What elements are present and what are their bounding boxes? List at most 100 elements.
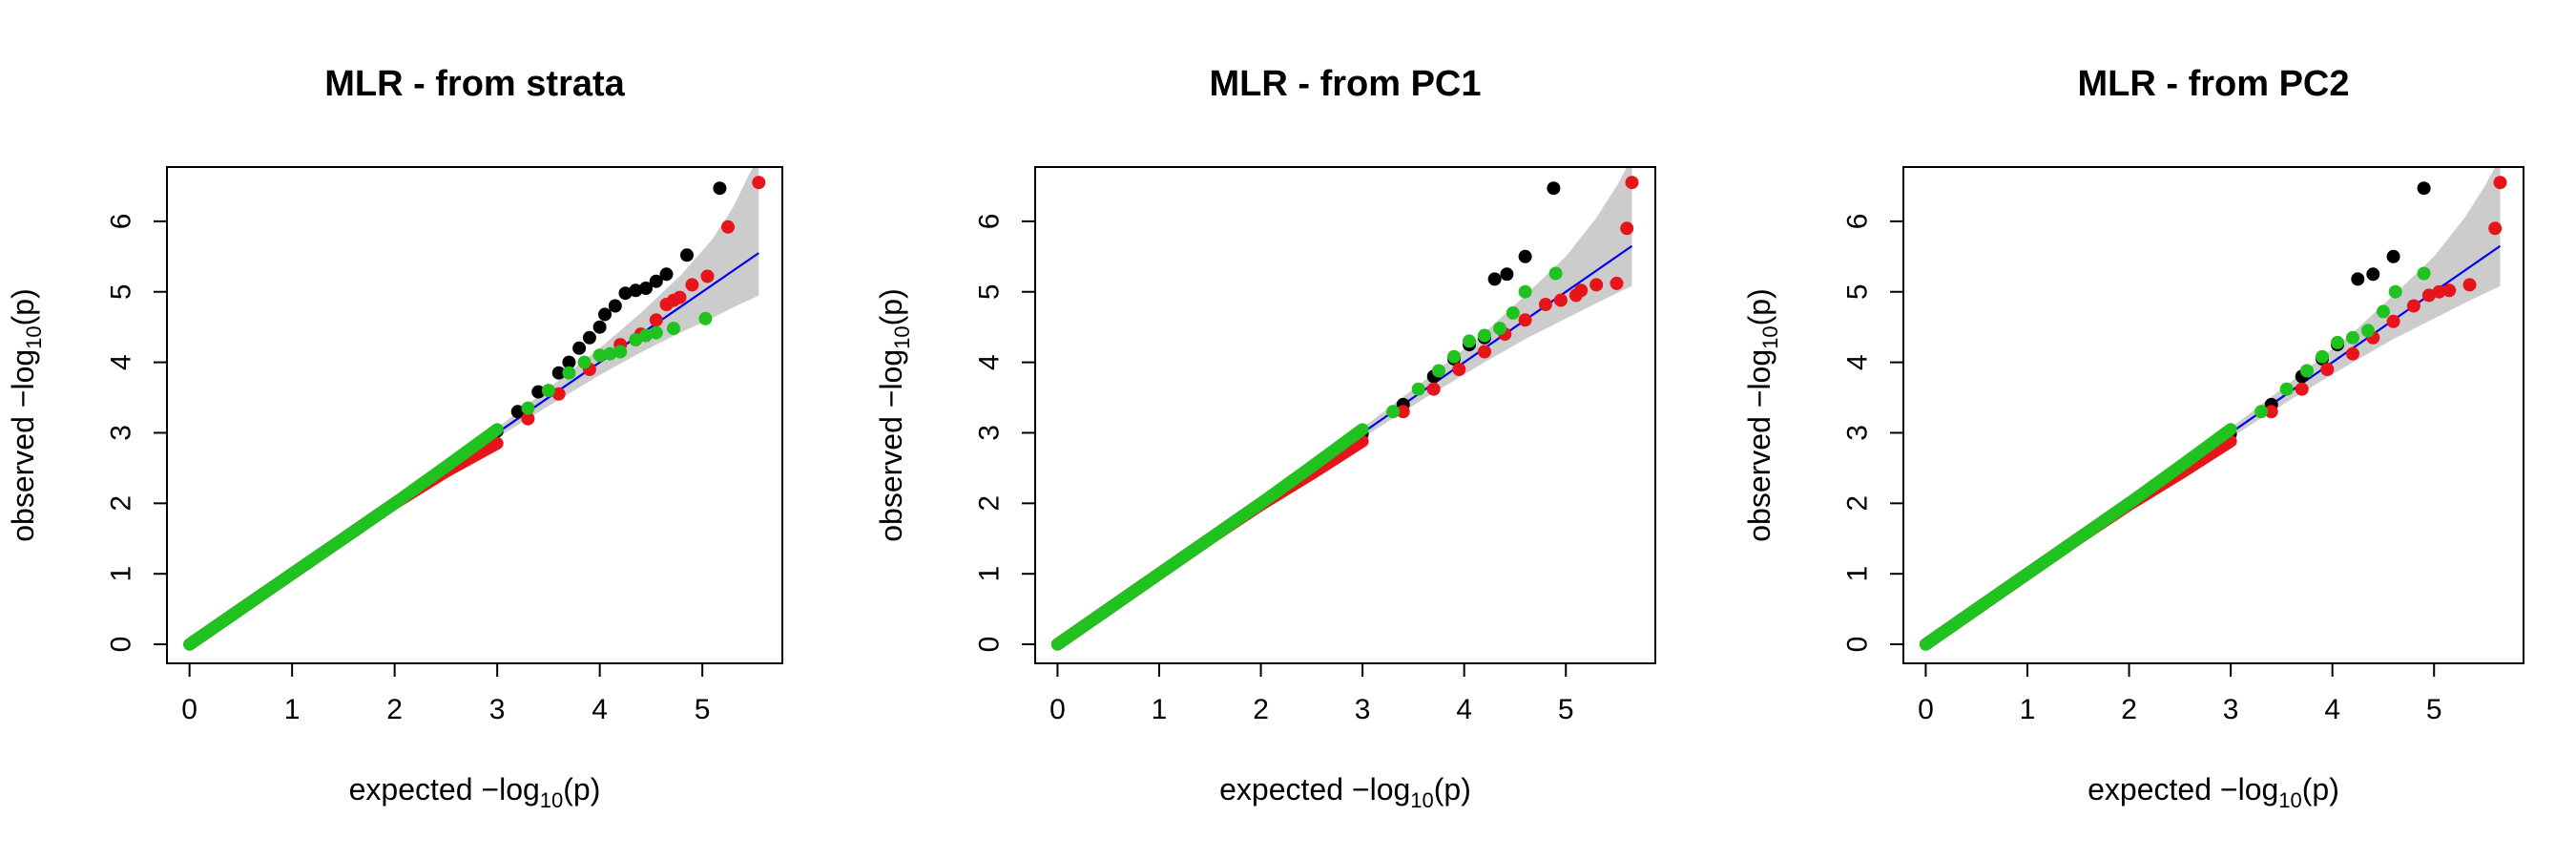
data-point	[2386, 249, 2400, 263]
y-tick-label: 3	[106, 425, 137, 441]
data-point	[1493, 322, 1506, 336]
x-axis: 0 1 2 3 4 5	[181, 662, 710, 725]
data-point	[1518, 313, 1532, 327]
data-point	[2421, 288, 2436, 303]
data-point	[713, 181, 727, 196]
x-tick-label: 1	[2020, 694, 2036, 725]
y-tick-label: 0	[974, 637, 1006, 653]
panel-1: MLR - from strata 0 1 2 3 4 5 0 1 2 3 4 5 6 expected −…	[6, 64, 783, 812]
data-point	[2346, 330, 2359, 345]
data-point	[698, 311, 713, 325]
y-tick-label: 6	[106, 214, 137, 230]
y-axis-label-suffix: (p)	[874, 288, 908, 325]
x-tick-label: 2	[386, 694, 403, 725]
y-axis-label: observed −log10(p)	[874, 288, 914, 542]
data-point	[1463, 334, 1476, 348]
x-tick-label: 1	[284, 694, 301, 725]
series-2	[183, 176, 766, 651]
data-point	[1396, 405, 1410, 419]
data-point	[1620, 221, 1634, 236]
x-tick-label: 5	[1558, 694, 1574, 725]
data-point	[1610, 276, 1624, 290]
x-axis-label-subscript: 10	[2278, 788, 2301, 812]
series-3	[1050, 266, 1563, 651]
data-point	[2488, 221, 2503, 236]
series-3-dense-points	[1919, 423, 2237, 651]
data-point	[1452, 363, 1466, 376]
y-axis-label-main: observed −log	[6, 349, 40, 542]
data-point	[2295, 382, 2309, 396]
data-point	[1548, 266, 1563, 281]
data-point	[1426, 382, 1441, 396]
x-axis-label: expected −log10(p)	[1219, 772, 1471, 812]
y-tick-label: 4	[974, 354, 1006, 370]
data-point	[2346, 346, 2359, 361]
data-point	[2386, 314, 2400, 328]
x-axis-label-suffix: (p)	[2302, 772, 2339, 807]
series-1	[1050, 181, 1561, 651]
panel-3: MLR - from PC2 0 1 2 3 4 5 0 1 2 3 4 5 6 expected −log…	[1742, 64, 2524, 812]
data-point	[1411, 382, 1425, 396]
data-point	[2406, 299, 2420, 313]
y-tick-label: 2	[106, 495, 137, 512]
data-point	[2331, 335, 2344, 349]
data-point	[2300, 364, 2314, 378]
data-point	[649, 274, 663, 288]
x-tick-label: 2	[2121, 694, 2137, 725]
data-point	[1432, 364, 1445, 378]
x-axis-label-subscript: 10	[1410, 788, 1433, 812]
data-point	[531, 385, 546, 399]
data-point	[2254, 405, 2269, 419]
y-tick-label: 2	[1842, 495, 1874, 512]
data-point	[639, 282, 653, 295]
y-tick-label: 0	[1842, 637, 1874, 653]
data-point	[2442, 283, 2457, 298]
data-point	[700, 269, 715, 283]
x-tick-label: 0	[1049, 694, 1066, 725]
data-point	[521, 411, 535, 426]
x-axis-label-main: expected −log	[2088, 772, 2278, 807]
x-tick-label: 2	[1253, 694, 1269, 725]
x-axis-label: expected −log10(p)	[349, 772, 601, 812]
series-3-dense-points	[1050, 423, 1369, 651]
x-axis-label-subscript: 10	[540, 788, 563, 812]
x-tick-label: 5	[2426, 694, 2442, 725]
y-axis-label-suffix: (p)	[6, 288, 40, 325]
data-point	[603, 346, 617, 361]
y-tick-label: 4	[106, 354, 137, 370]
y-tick-label: 6	[1842, 214, 1874, 230]
data-point	[2417, 266, 2431, 281]
data-point	[562, 355, 576, 369]
data-point	[551, 387, 566, 401]
data-point	[541, 384, 555, 398]
data-point	[1506, 305, 1520, 320]
data-point	[680, 248, 694, 262]
data-point	[618, 286, 633, 301]
x-tick-label: 0	[1918, 694, 1934, 725]
data-point	[2417, 181, 2431, 196]
data-point	[2432, 284, 2446, 299]
y-tick-label: 3	[1842, 425, 1874, 441]
data-point	[2279, 382, 2294, 396]
y-tick-label: 1	[1842, 566, 1874, 582]
x-tick-label: 4	[1456, 694, 1472, 725]
data-point	[1625, 176, 1639, 190]
y-axis-label-main: observed −log	[1742, 349, 1776, 542]
x-tick-label: 4	[2324, 694, 2340, 725]
data-point	[2316, 349, 2329, 364]
data-point	[2462, 278, 2477, 292]
y-tick-label: 5	[974, 283, 1006, 300]
data-point	[598, 307, 612, 322]
data-point	[2493, 176, 2507, 190]
y-tick-label: 5	[106, 283, 137, 300]
y-tick-label: 5	[1842, 283, 1874, 300]
data-point	[1518, 284, 1532, 299]
data-point	[521, 401, 535, 415]
series-1	[183, 181, 727, 651]
series-3-dense-points	[183, 423, 504, 651]
data-point	[1447, 349, 1461, 364]
data-point	[2351, 272, 2365, 286]
x-tick-label: 4	[592, 694, 608, 725]
y-tick-label: 3	[974, 425, 1006, 441]
